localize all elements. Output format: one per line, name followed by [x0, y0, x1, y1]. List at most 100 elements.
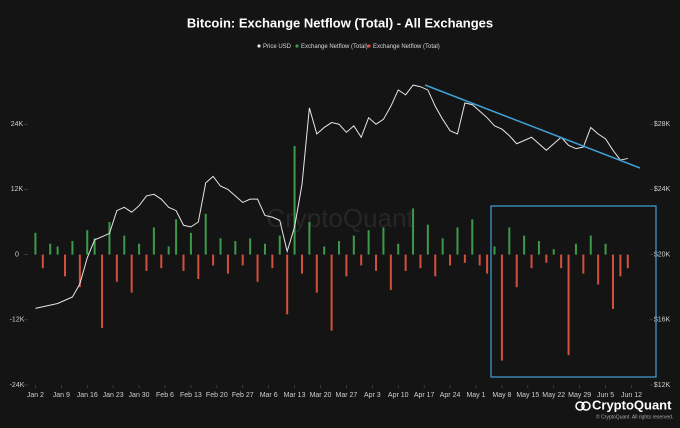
bar: [145, 254, 148, 271]
y2-tick-label: $28K: [654, 121, 671, 128]
x-tick-label: Apr 10: [388, 392, 409, 399]
bar: [197, 254, 200, 280]
x-tick-label: Mar 20: [310, 392, 332, 399]
bar: [160, 254, 163, 269]
bar: [530, 254, 533, 269]
bar: [338, 241, 340, 255]
copyright: © CryptoQuant. All rights reserved.: [596, 413, 673, 420]
bar: [204, 213, 207, 255]
x-tick-label: May 15: [516, 392, 539, 399]
legend-swatch: [367, 44, 371, 48]
bar: [71, 241, 74, 255]
bar: [552, 249, 555, 255]
y-tick-label: 24K: [11, 121, 24, 128]
bar: [41, 254, 44, 269]
y-tick-label: 0: [15, 251, 19, 258]
bar: [256, 254, 259, 282]
price-line: [35, 84, 628, 309]
bar: [404, 254, 407, 271]
bar: [611, 254, 614, 309]
bar: [389, 254, 392, 290]
bar: [138, 243, 141, 255]
bar: [182, 254, 185, 271]
bar: [419, 254, 422, 269]
bar: [189, 232, 192, 255]
y2-tick-label: $16K: [654, 317, 671, 324]
bar: [626, 254, 629, 269]
bar: [375, 254, 378, 271]
highlight-box: [490, 205, 657, 378]
bar: [278, 235, 281, 255]
y2-tick-label: $24K: [654, 186, 671, 193]
y-tick-label: -12K: [10, 317, 25, 324]
legend-label: Price USD: [263, 44, 292, 50]
bar: [545, 254, 548, 263]
y-tick-label: -24K: [10, 382, 25, 389]
bar: [286, 254, 289, 315]
bar: [397, 243, 400, 255]
x-tick-label: May 22: [542, 392, 565, 399]
bar: [589, 235, 592, 255]
bar: [560, 254, 563, 269]
bar: [456, 227, 459, 255]
bar: [515, 254, 518, 288]
x-tick-label: Jan 16: [77, 392, 98, 399]
bar: [471, 219, 474, 255]
x-tick-label: Feb 20: [206, 392, 228, 399]
bar: [234, 241, 237, 255]
bar: [537, 241, 540, 255]
bar: [412, 208, 415, 255]
brand-logo: CryptoQuant © CryptoQuant. All rights re…: [575, 397, 673, 420]
bar: [323, 246, 326, 255]
bar: [426, 224, 429, 255]
legend-label: Exchange Netflow (Total): [373, 44, 440, 50]
x-tick-label: Jan 23: [103, 392, 124, 399]
bar: [574, 243, 577, 255]
bar: [86, 230, 89, 255]
x-tick-label: May 1: [466, 392, 485, 399]
bar: [241, 254, 244, 266]
bar: [478, 254, 481, 266]
bar: [486, 254, 489, 274]
bar: [382, 227, 385, 255]
bar: [315, 254, 318, 293]
bar: [249, 238, 252, 255]
bar: [300, 254, 303, 274]
bar: [604, 243, 607, 255]
logo-icon: [581, 401, 591, 411]
x-tick-label: Mar 27: [336, 392, 358, 399]
bar: [597, 254, 600, 285]
bar: [308, 222, 311, 255]
bar: [619, 254, 622, 277]
bar: [330, 254, 333, 331]
bar: [219, 238, 222, 255]
bar: [49, 243, 52, 255]
bar: [123, 235, 126, 255]
bar: [508, 227, 511, 255]
x-tick-label: Jun 5: [597, 392, 614, 399]
bar: [175, 219, 178, 255]
x-tick-label: Mar 6: [260, 392, 278, 399]
bar: [449, 254, 452, 266]
y-tick-label: 12K: [11, 186, 24, 193]
legend-swatch: [295, 44, 299, 48]
x-tick-label: Mar 13: [284, 392, 306, 399]
x-tick-label: May 8: [492, 392, 511, 399]
x-tick-label: Jan 9: [53, 392, 70, 399]
bar: [523, 235, 526, 255]
x-tick-label: May 29: [568, 392, 591, 399]
bar: [108, 222, 111, 255]
bar: [434, 254, 437, 277]
bar: [226, 254, 229, 274]
y2-tick-label: $20K: [654, 251, 671, 258]
legend-label: Exchange Netflow (Total): [301, 44, 368, 50]
bar: [78, 254, 81, 288]
x-tick-label: Apr 17: [414, 392, 435, 399]
x-tick-label: Feb 13: [180, 392, 202, 399]
bar: [345, 254, 348, 277]
bar: [130, 254, 133, 293]
bar: [582, 254, 585, 274]
bar: [212, 254, 215, 266]
bar: [360, 254, 363, 266]
